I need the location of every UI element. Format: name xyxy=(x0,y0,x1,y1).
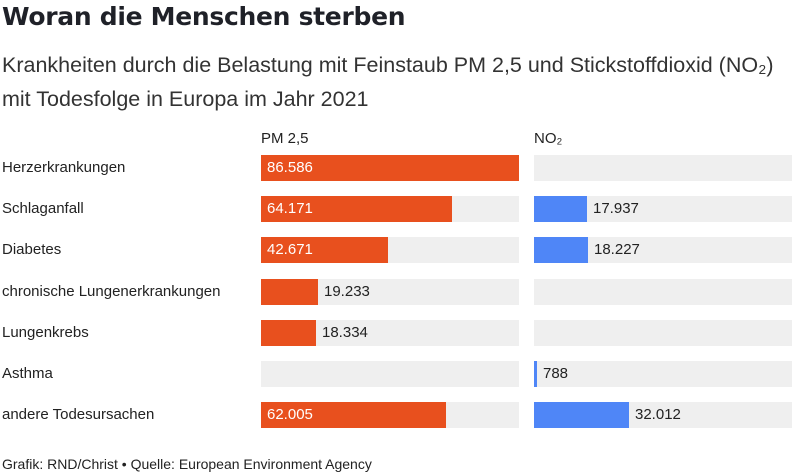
bar-track: 62.005 xyxy=(261,402,519,428)
bar xyxy=(261,196,452,222)
bar xyxy=(261,402,446,428)
category-label: chronische Lungenerkrankungen xyxy=(2,283,221,300)
bar xyxy=(534,402,629,428)
bar-track xyxy=(261,361,519,387)
bar xyxy=(261,155,519,181)
data-label: 42.671 xyxy=(267,241,313,258)
data-label: 32.012 xyxy=(635,406,681,423)
bar-track: 32.012 xyxy=(534,402,792,428)
category-label: Lungenkrebs xyxy=(2,324,89,341)
data-label: 86.586 xyxy=(267,159,313,176)
bar-track: 17.937 xyxy=(534,196,792,222)
bar xyxy=(534,237,588,263)
bar-track: 788 xyxy=(534,361,792,387)
source-footer: Grafik: RND/Christ • Quelle: European En… xyxy=(2,456,372,472)
bar-track: 42.671 xyxy=(261,237,519,263)
data-label: 788 xyxy=(543,365,569,382)
bar-track xyxy=(534,320,792,346)
data-label: 62.005 xyxy=(267,406,313,423)
chart-title: Woran die Menschen sterben xyxy=(2,2,406,31)
category-label: andere Todesursachen xyxy=(2,406,155,423)
category-label: Asthma xyxy=(2,365,53,382)
data-label: 18.334 xyxy=(322,324,368,341)
series-header: NO₂ xyxy=(534,130,563,147)
bar-track: 18.334 xyxy=(261,320,519,346)
bar-track xyxy=(534,155,792,181)
bar-track xyxy=(534,279,792,305)
data-label: 18.227 xyxy=(594,241,640,258)
data-label: 19.233 xyxy=(324,283,370,300)
bar-track: 18.227 xyxy=(534,237,792,263)
series-header: PM 2,5 xyxy=(261,130,309,147)
category-label: Diabetes xyxy=(2,241,62,258)
bar xyxy=(261,279,318,305)
bar-track: 19.233 xyxy=(261,279,519,305)
data-label: 64.171 xyxy=(267,200,313,217)
bar xyxy=(261,320,316,346)
category-label: Herzerkrankungen xyxy=(2,159,126,176)
bar xyxy=(261,237,388,263)
bar xyxy=(534,196,587,222)
bar xyxy=(534,361,537,387)
bar-track: 64.171 xyxy=(261,196,519,222)
bar-track: 86.586 xyxy=(261,155,519,181)
data-label: 17.937 xyxy=(593,200,639,217)
category-label: Schlaganfall xyxy=(2,200,84,217)
chart-subtitle: Krankheiten durch die Belastung mit Fein… xyxy=(2,53,774,111)
